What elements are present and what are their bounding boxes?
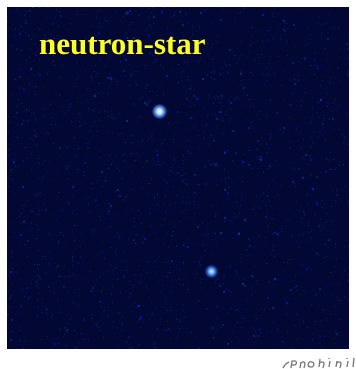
cropped-credit-text-fragment — [281, 357, 356, 369]
cropped-credit-lettering — [282, 357, 355, 369]
object-label: neutron-star — [39, 26, 206, 61]
bottom-margin — [0, 349, 356, 369]
x-ray-sky-image: neutron-star — [7, 7, 349, 349]
star-field-noise — [7, 7, 349, 349]
